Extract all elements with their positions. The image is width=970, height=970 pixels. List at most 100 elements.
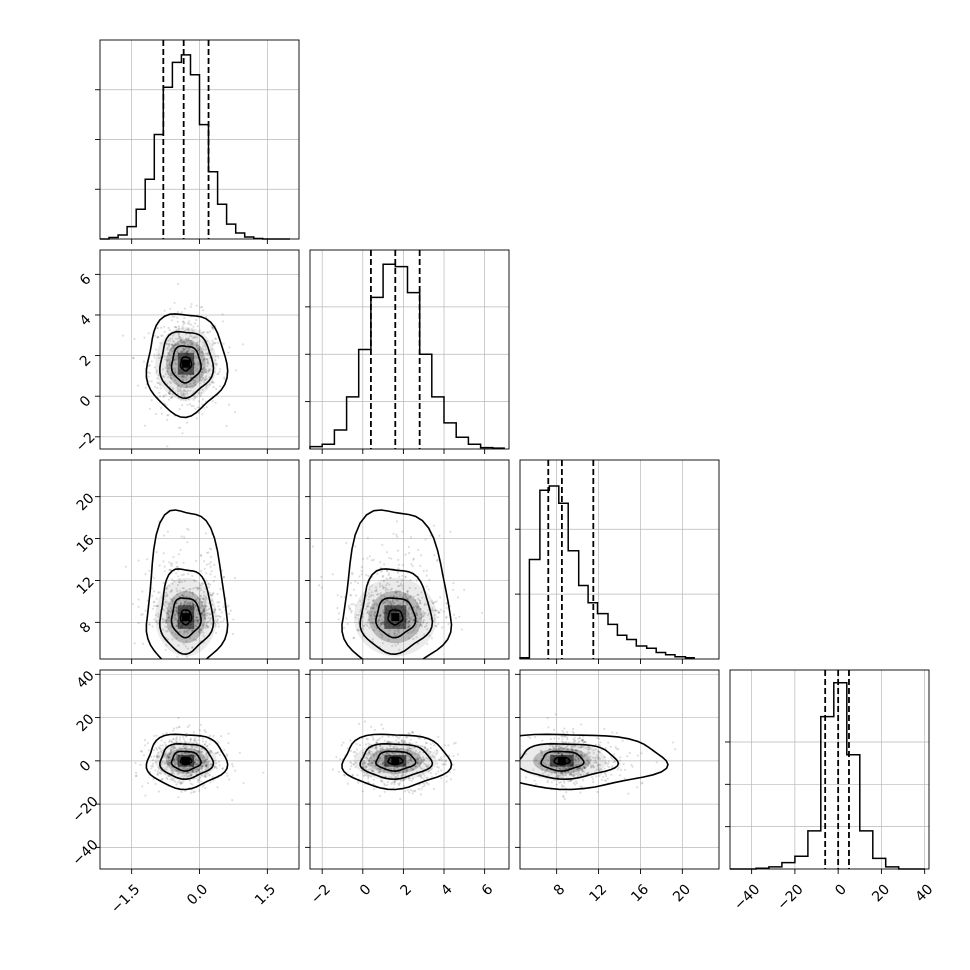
scatter-point — [346, 747, 349, 750]
scatter-point — [573, 774, 576, 777]
scatter-point — [558, 748, 561, 751]
scatter-point — [185, 600, 188, 603]
scatter-point — [621, 739, 624, 742]
scatter-point — [208, 547, 211, 550]
scatter-point — [171, 387, 174, 390]
scatter-point — [170, 745, 173, 748]
scatter-point — [362, 557, 365, 561]
scatter-point — [171, 346, 174, 349]
scatter-point — [201, 611, 204, 614]
scatter-point — [391, 773, 394, 776]
scatter-point — [551, 745, 554, 748]
scatter-point — [381, 621, 385, 624]
scatter-point — [205, 764, 208, 767]
scatter-point — [187, 398, 190, 401]
scatter-point — [596, 763, 600, 766]
scatter-point — [134, 761, 137, 765]
scatter-point — [218, 370, 221, 373]
scatter-point — [190, 628, 193, 632]
scatter-point — [557, 745, 561, 748]
scatter-point — [155, 369, 158, 372]
scatter-point — [396, 549, 400, 552]
scatter-point — [375, 602, 378, 606]
scatter-point — [389, 744, 392, 747]
scatter-point — [369, 767, 373, 770]
scatter-point — [198, 601, 201, 604]
scatter-point — [348, 608, 351, 611]
scatter-point — [168, 353, 171, 356]
scatter-point — [583, 770, 586, 773]
scatter-point — [166, 414, 169, 417]
scatter-point — [412, 769, 415, 772]
scatter-point — [231, 762, 234, 766]
scatter-point — [349, 749, 352, 753]
scatter-point — [396, 580, 399, 584]
scatter-point — [206, 621, 209, 624]
scatter-point — [576, 768, 579, 771]
scatter-point — [352, 762, 355, 766]
scatter-point — [210, 548, 213, 551]
scatter-point — [137, 622, 140, 625]
scatter-point — [382, 621, 385, 624]
scatter-point — [426, 782, 429, 785]
scatter-point — [124, 565, 127, 568]
scatter-point — [205, 744, 209, 747]
scatter-point — [165, 755, 168, 758]
scatter-point — [157, 746, 160, 749]
scatter-point — [192, 770, 195, 773]
scatter-point — [200, 604, 203, 607]
scatter-point — [544, 763, 548, 767]
scatter-point — [205, 348, 208, 351]
scatter-point — [366, 624, 369, 627]
scatter-point — [183, 375, 186, 378]
scatter-point — [574, 755, 578, 758]
scatter-point — [371, 607, 374, 610]
scatter-point — [189, 738, 192, 741]
scatter-point — [176, 753, 179, 756]
scatter-point — [411, 752, 414, 755]
scatter-point — [533, 779, 536, 782]
scatter-point — [221, 313, 224, 316]
scatter-point — [199, 594, 202, 598]
scatter-point — [176, 390, 179, 393]
scatter-point — [594, 758, 597, 762]
scatter-point — [175, 565, 178, 569]
scatter-point — [587, 748, 591, 751]
scatter-point — [395, 766, 398, 769]
scatter-point — [176, 388, 179, 391]
scatter-point — [201, 756, 204, 760]
scatter-point — [181, 325, 184, 328]
scatter-point — [452, 754, 455, 758]
scatter-point — [563, 727, 566, 730]
scatter-point — [214, 341, 217, 344]
scatter-point — [463, 588, 466, 592]
scatter-point — [386, 601, 389, 604]
scatter-point — [402, 770, 405, 773]
scatter-point — [389, 601, 392, 604]
scatter-point — [372, 769, 375, 773]
scatter-point — [379, 614, 382, 617]
scatter-point — [417, 593, 420, 596]
scatter-point — [163, 754, 166, 757]
scatter-point — [182, 392, 185, 396]
scatter-point — [189, 305, 192, 308]
scatter-point — [157, 622, 160, 625]
scatter-point — [209, 368, 212, 371]
scatter-point — [211, 592, 214, 596]
scatter-point — [200, 331, 203, 334]
scatter-point — [408, 620, 411, 623]
scatter-point — [363, 773, 366, 776]
scatter-point — [203, 743, 206, 746]
y-tick-label: 8 — [77, 619, 95, 637]
scatter-point — [169, 597, 172, 601]
scatter-point — [167, 391, 170, 394]
scatter-point — [345, 541, 348, 545]
scatter-point — [592, 752, 595, 755]
scatter-point — [178, 738, 181, 741]
scatter-point — [203, 729, 206, 732]
scatter-point — [168, 344, 171, 348]
contour-middle — [159, 568, 215, 656]
scatter-point — [418, 624, 421, 627]
scatter-point — [362, 774, 365, 777]
